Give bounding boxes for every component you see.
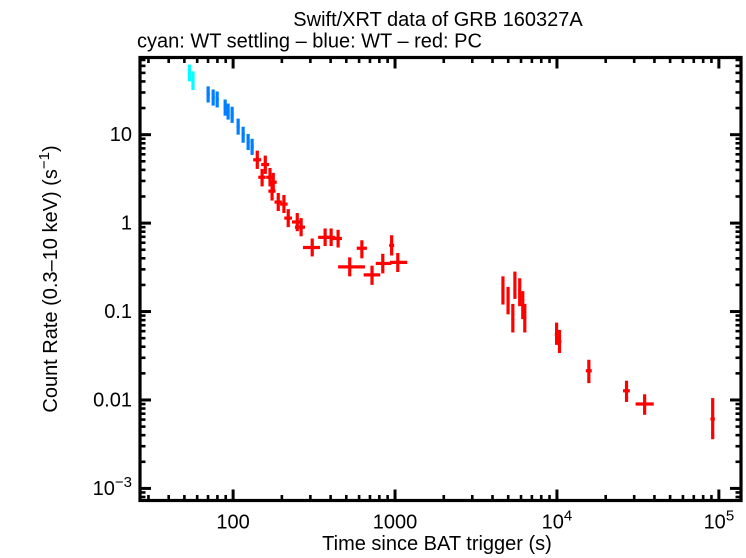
data-point-cross [211,89,215,106]
data-point-cross [187,64,191,82]
y-tick-label: 0.1 [104,301,132,323]
plot-frame [138,55,743,503]
data-point-cross [206,86,210,103]
data-point-cross [280,194,288,214]
x-tick-label: 1000 [373,512,418,534]
data-point-cross [258,168,266,187]
data-point-cross [274,193,282,212]
data-point-cross [294,218,306,237]
data-point-cross [585,359,592,384]
data-point-cross [557,329,562,353]
data-point-cross [518,278,522,307]
data-point-cross [284,209,292,228]
data-point-cross [236,118,240,135]
data-point-cross [635,394,654,415]
data-point-cross [331,229,342,248]
series-wt-settling [187,64,195,91]
series-pc [253,150,715,440]
data-point-cross [710,398,715,440]
x-tick-label: 100 [216,512,249,534]
data-point-cross [363,265,381,285]
data-point-cross [356,240,367,259]
data-point-cross [223,99,227,116]
data-point-cross [226,103,230,120]
data-point-cross [268,182,276,201]
data-point-cross [501,276,505,305]
data-point-cross [250,138,254,155]
data-point-cross [623,380,630,402]
x-axis-title: Time since BAT trigger (s) [322,533,552,555]
chart-title: Swift/XRT data of GRB 160327A [293,9,583,31]
data-point-cross [241,126,245,143]
data-point-cross [513,271,517,299]
data-point-cross [389,235,395,256]
data-point-cross [215,91,219,108]
data-point-cross [261,155,270,174]
chart-subtitle-legend: cyan: WT settling – blue: WT – red: PC [137,31,482,53]
data-point-cross [554,322,559,345]
series-wt [206,86,254,155]
x-tick-label: 104 [542,508,573,534]
data-point-cross [230,106,234,123]
axis-tick-labels: 100 1000 104 105 10 1 0.1 0.01 10−3 [93,124,735,533]
data-point-cross [191,71,195,91]
data-point-cross [375,253,392,274]
y-tick-label: 10−3 [93,474,132,500]
y-tick-label: 1 [121,213,132,235]
data-point-cross [506,286,510,315]
data-point-cross [389,252,408,273]
data-point-cross [511,303,515,333]
x-tick-label: 105 [704,508,735,534]
y-tick-label: 0.01 [93,389,132,411]
data-point-cross [338,257,365,277]
data-point-cross [523,303,527,333]
y-axis-title: Count Rate (0.3–10 keV) (s−1) [36,145,62,412]
y-tick-label: 10 [110,124,132,146]
data-series-layer [187,64,715,440]
data-point-cross [302,238,320,257]
data-point-cross [253,150,262,169]
data-point-cross [246,133,250,151]
axis-ticks [140,57,741,501]
